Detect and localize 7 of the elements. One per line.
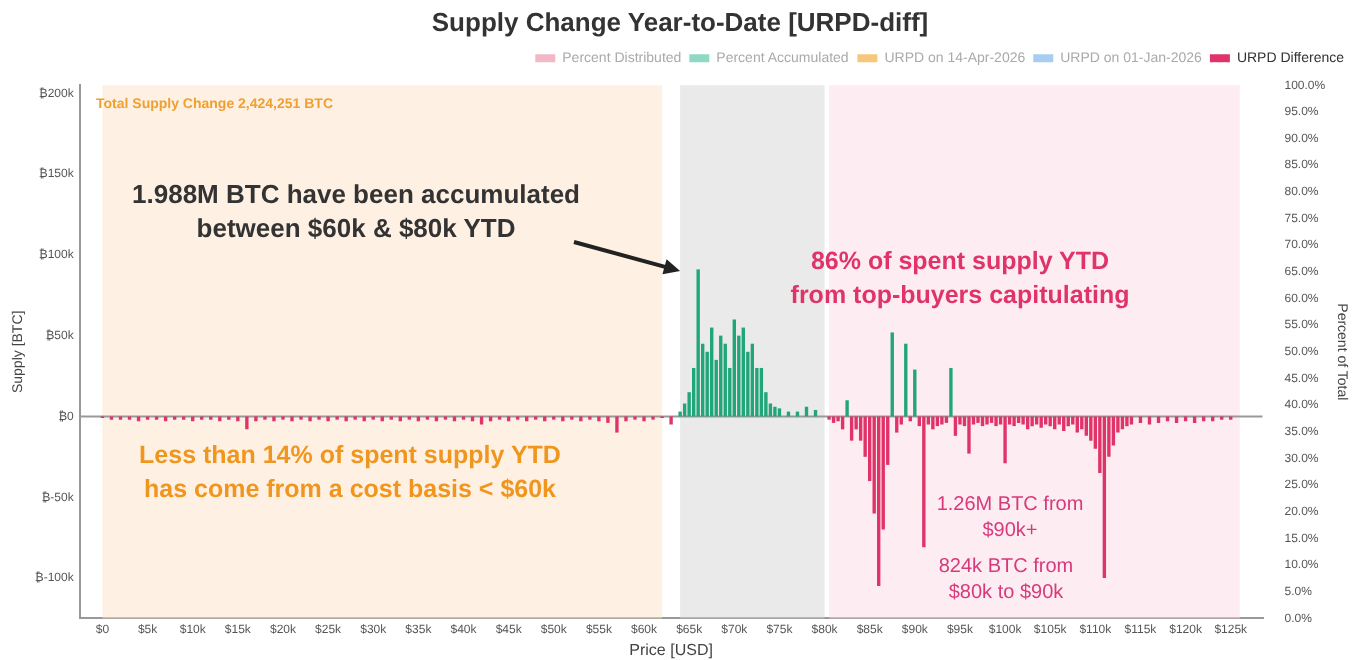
chart-title: Supply Change Year-to-Date [URPD-diff]	[431, 6, 929, 37]
x-axis-title: Price [USD]	[629, 640, 713, 659]
annotation: Less than 14% of spent supply YTD has come from a cost basis < $60k	[139, 440, 561, 503]
annotation: 86% of spent supply YTD from top-buyers capitulating	[790, 246, 1130, 309]
annotation: 1.26M BTC from $90k+	[936, 493, 1084, 542]
annotation: 1.988M BTC have been accumulated between $60k & $80k YTD	[132, 179, 581, 244]
annotation: 824k BTC from $80k to $90k	[938, 555, 1074, 604]
